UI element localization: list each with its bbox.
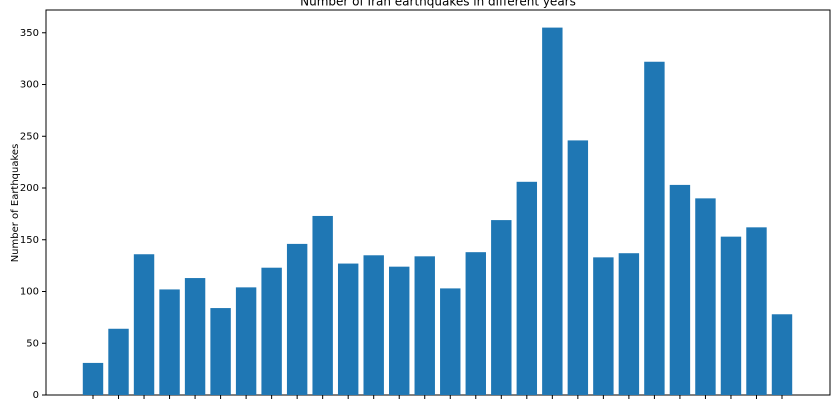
bar: [82, 362, 104, 395]
bar: [312, 215, 333, 395]
chart-title: Number of Iran earthquakes in different …: [300, 0, 576, 9]
bar: [389, 266, 410, 395]
y-tick-label: 300: [20, 80, 39, 91]
bar: [184, 278, 206, 395]
bar: [746, 227, 767, 395]
bar: [720, 236, 742, 395]
bar: [235, 287, 257, 395]
bar: [133, 254, 155, 395]
bar: [159, 289, 180, 395]
bar: [286, 243, 308, 395]
y-tick-label: 250: [20, 131, 39, 142]
y-axis-label: Number of Earthquakes: [10, 144, 21, 263]
y-tick-label: 0: [33, 390, 39, 400]
y-tick-label: 100: [20, 287, 39, 298]
bar: [491, 220, 512, 395]
bar: [542, 27, 563, 395]
bar: [108, 328, 129, 395]
bar: [465, 252, 486, 395]
bar: [363, 255, 384, 395]
bar: [337, 263, 359, 395]
bar: [567, 140, 589, 395]
y-tick-label: 150: [20, 235, 39, 246]
bar: [593, 257, 614, 395]
bar: [695, 198, 716, 395]
bar: [771, 314, 793, 395]
bar: [210, 308, 231, 395]
y-tick-label: 200: [20, 183, 39, 194]
bar: [516, 181, 538, 395]
bar: [618, 253, 640, 395]
bar: [669, 184, 691, 395]
bar: [440, 288, 461, 395]
y-tick-label: 350: [20, 28, 39, 39]
y-tick-label: 50: [26, 338, 39, 349]
plot-frame: [45, 9, 831, 396]
bar: [644, 61, 665, 395]
bar: [414, 256, 435, 395]
bar: [261, 267, 282, 395]
